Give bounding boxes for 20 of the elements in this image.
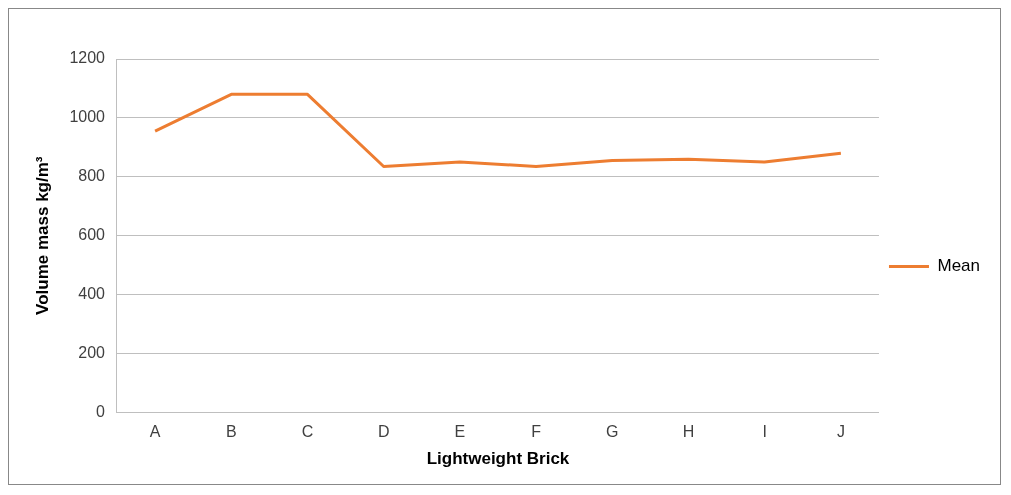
x-tick-label: F bbox=[531, 423, 542, 441]
y-tick-label: 1000 bbox=[69, 108, 106, 126]
x-tick-label: E bbox=[454, 423, 466, 441]
x-tick-label: B bbox=[225, 423, 237, 441]
x-tick-label: G bbox=[606, 423, 619, 441]
y-axis-title: Volume mass kg/m³ bbox=[32, 156, 52, 315]
y-tick-label: 400 bbox=[78, 285, 106, 303]
x-tick-label: I bbox=[762, 423, 767, 441]
y-tick-label: 800 bbox=[78, 167, 106, 185]
x-tick-label: C bbox=[301, 423, 314, 441]
x-tick-label: D bbox=[377, 423, 390, 441]
legend-label: Mean bbox=[937, 256, 981, 276]
y-tick-label: 200 bbox=[78, 343, 106, 361]
y-tick-label: 600 bbox=[78, 226, 106, 244]
x-tick-label: A bbox=[149, 423, 161, 441]
y-tick-label: 1200 bbox=[69, 49, 106, 67]
y-tick-label: 0 bbox=[96, 402, 106, 420]
x-tick-label: J bbox=[836, 423, 845, 441]
x-tick-label: H bbox=[682, 423, 695, 441]
x-axis-title: Lightweight Brick bbox=[426, 449, 570, 469]
